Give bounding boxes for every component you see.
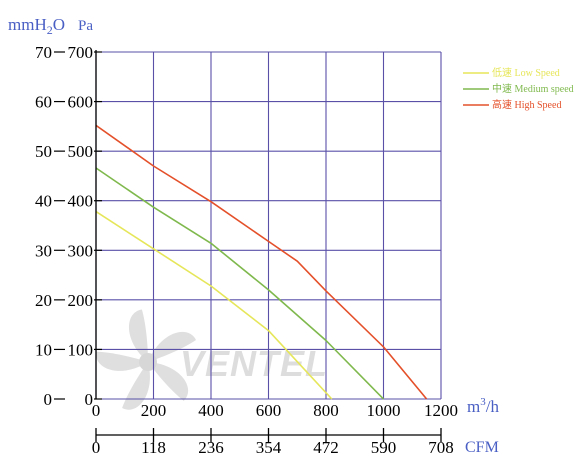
y-mmh2o-tick-label: 70 (35, 43, 52, 62)
series-line (95, 124, 428, 400)
y-mmh2o-tick-label: 0 (44, 390, 53, 409)
x-tick-label: 0 (92, 401, 101, 420)
series-lines (95, 124, 428, 400)
fan-hub (139, 353, 157, 371)
x-tick-label: 400 (198, 401, 224, 420)
ventel-watermark-logo: VENTEL (96, 309, 327, 410)
y-pa-tick-label: 700 (68, 43, 94, 62)
y-pa-tick-label: 300 (68, 241, 94, 260)
mmh2o-unit-label: mmH2O (8, 15, 65, 37)
m3h-unit-label: m3/h (467, 396, 499, 416)
x-tick-label: 600 (256, 401, 282, 420)
y-mmh2o-tick-label: 60 (35, 93, 52, 112)
series-line (95, 210, 333, 400)
y-mmh2o-tick-label: 20 (35, 291, 52, 310)
x-tick-label: 1200 (424, 401, 458, 420)
fan-blade (96, 351, 148, 371)
x-tick-label: 200 (141, 401, 167, 420)
cfm-unit-label: CFM (465, 439, 499, 456)
y-mmh2o-tick-label: 40 (35, 192, 52, 211)
fan-blade (122, 362, 150, 410)
legend-label: 高速 High Speed (492, 98, 561, 111)
y-pa-tick-label: 400 (68, 192, 94, 211)
legend-label: 中速 Medium speed (492, 82, 574, 95)
y-pa-tick-label: 200 (68, 291, 94, 310)
fan-blade (148, 362, 189, 401)
y-pa-tick-label: 100 (68, 340, 94, 359)
cfm-tick-label: 708 (428, 438, 454, 457)
series-line (95, 167, 385, 400)
cfm-tick-label: 472 (313, 438, 339, 457)
legend: 低速 Low Speed 中速 Medium speed 高速 High Speed (463, 66, 574, 111)
cfm-tick-label: 118 (141, 438, 166, 457)
fan-blade (148, 331, 196, 362)
y-pa-tick-label: 0 (85, 390, 94, 409)
y-mmh2o-tick-label: 10 (35, 340, 52, 359)
cfm-tick-label: 354 (256, 438, 282, 457)
fan-logo-icon (96, 309, 196, 410)
y-pa-tick-label: 600 (68, 93, 94, 112)
legend-label: 低速 Low Speed (492, 66, 560, 79)
cfm-tick-label: 590 (371, 438, 397, 457)
cfm-tick-label: 236 (198, 438, 224, 457)
x-tick-label: 800 (313, 401, 339, 420)
x-tick-label: 1000 (367, 401, 401, 420)
y-mmh2o-tick-label: 30 (35, 241, 52, 260)
y-pa-tick-label: 500 (68, 142, 94, 161)
plot-grid (95, 51, 442, 400)
pa-unit-label: Pa (78, 18, 93, 34)
y-mmh2o-tick-label: 50 (35, 142, 52, 161)
cfm-tick-label: 0 (92, 438, 101, 457)
